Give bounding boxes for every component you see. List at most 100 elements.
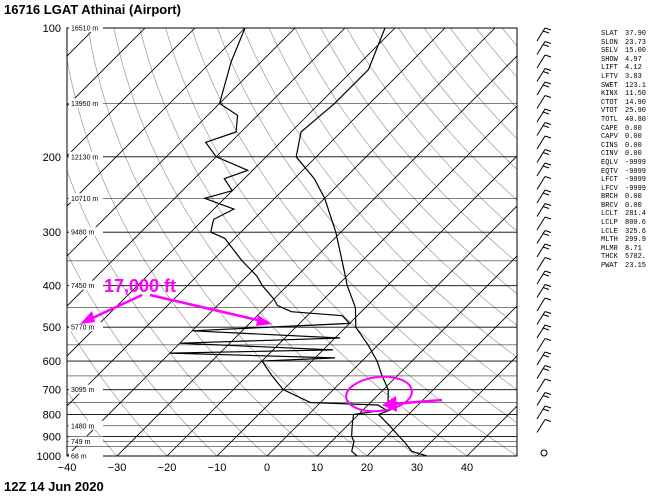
height-label-bg [69, 451, 103, 460]
wind-barb [536, 27, 552, 42]
temperature-tick-label: −40 [58, 462, 77, 474]
arrowhead [80, 311, 95, 324]
wind-barb [536, 324, 552, 339]
wind-barb [536, 230, 552, 244]
annotation-layer: 17,000 ft [80, 276, 443, 413]
index-row: KINX 11.50 [601, 90, 659, 99]
temperature-tick-label: −10 [208, 462, 227, 474]
arrowhead [256, 315, 272, 326]
index-key: BRCH [601, 193, 618, 202]
index-key: MLTH [601, 236, 618, 245]
isotherm [266, 205, 517, 456]
isotherm [166, 105, 517, 456]
index-row: CINV 0.00 [601, 150, 659, 159]
wind-barb [536, 135, 552, 150]
calm-wind-circle [540, 449, 548, 457]
isotherm [67, 28, 246, 207]
isotherm [366, 305, 517, 456]
wind-barb [536, 81, 552, 96]
wind-barb [536, 297, 552, 312]
wind-barb [536, 365, 552, 379]
height-label: 7450 m [71, 283, 95, 290]
dry-adiabat [87, 28, 368, 456]
dry-adiabat [320, 28, 517, 263]
index-row: SLON 23.73 [601, 39, 659, 48]
height-label-bg [69, 420, 103, 430]
index-key: SELV [601, 47, 618, 56]
wind-barb [536, 95, 552, 109]
index-value: 0.00 [625, 193, 642, 202]
index-value: -9999 [625, 167, 647, 176]
index-row: LIFT 4.12 [601, 64, 659, 73]
isotherm [67, 28, 296, 257]
index-row: CAPV 0.00 [601, 133, 659, 142]
height-label: 13950 m [71, 101, 98, 108]
height-label-bg [69, 322, 103, 332]
index-value: 14.90 [625, 98, 647, 107]
arrowhead [382, 396, 397, 412]
index-key: KINX [601, 90, 618, 99]
wind-barb [536, 216, 552, 231]
index-row: MLTH 299.9 [601, 236, 659, 245]
index-value: 325.6 [625, 227, 647, 236]
index-value: 8.71 [625, 244, 642, 253]
pressure-tick-label: 500 [43, 322, 61, 334]
index-row: SELV 15.00 [601, 47, 659, 56]
index-key: CAPE [601, 124, 618, 133]
index-key: THCK [601, 253, 618, 262]
index-value: 0.00 [625, 133, 642, 142]
dry-adiabat [268, 28, 517, 326]
index-key: LCLT [601, 210, 618, 219]
height-label: 5770 m [71, 325, 95, 332]
index-value: 3.83 [625, 72, 642, 81]
dry-adiabat [216, 28, 517, 391]
dry-adiabat [67, 324, 168, 456]
temperature-tick-label: −20 [158, 462, 177, 474]
index-value: -9999 [625, 158, 647, 167]
index-row: BRCV 0.00 [601, 202, 659, 211]
dry-adiabat [139, 28, 468, 456]
wind-barb [536, 108, 552, 123]
pressure-tick-label: 900 [43, 431, 61, 443]
isotherm [316, 255, 517, 456]
wind-barb [536, 270, 552, 285]
index-row: SLAT 37.90 [601, 30, 659, 39]
wind-barb [536, 419, 552, 433]
chart-title: 16716 LGAT Athinai (Airport) [4, 2, 181, 17]
index-value: 0.00 [625, 141, 642, 150]
dry-adiabat [165, 28, 517, 456]
annotation-circle [345, 375, 413, 413]
pressure-tick-label: 700 [43, 385, 61, 397]
wind-barb [536, 162, 552, 177]
index-row: LFCT -9999 [601, 176, 659, 185]
height-label-bg [69, 151, 103, 161]
index-key: SWET [601, 81, 618, 90]
isotherm [67, 28, 496, 456]
pressure-tick-label: 100 [43, 23, 61, 35]
dry-adiabat [67, 455, 68, 456]
wind-barb [536, 338, 552, 352]
pressure-tick-label: 400 [43, 281, 61, 293]
altitude-annotation: 17,000 ft [104, 276, 176, 296]
index-row: SHOW 4.97 [601, 56, 659, 65]
height-label: 3095 m [71, 387, 95, 394]
wind-barb [536, 378, 552, 393]
wind-barb [536, 41, 552, 55]
temperature-tick-label: 10 [311, 462, 323, 474]
pressure-tick-label: 1000 [37, 451, 61, 463]
wind-barb [536, 149, 552, 163]
index-key: PWAT [601, 262, 618, 271]
temperature-tick-label: −30 [108, 462, 127, 474]
index-value: 11.50 [625, 90, 647, 99]
wind-barb [536, 405, 552, 420]
index-key: VTOT [601, 107, 618, 116]
index-key: EQTV [601, 167, 618, 176]
index-row: EQTV -9999 [601, 168, 659, 177]
index-key: MLMR [601, 244, 618, 253]
isotherm [67, 28, 96, 57]
stability-indices-table: SLAT 37.90 SLON 23.73 SELV 15.00 SHOW 4.97 LIFT 4… [601, 30, 659, 271]
index-key: SLON [601, 38, 618, 47]
isotherm [67, 28, 396, 357]
pressure-tick-label: 200 [43, 152, 61, 164]
